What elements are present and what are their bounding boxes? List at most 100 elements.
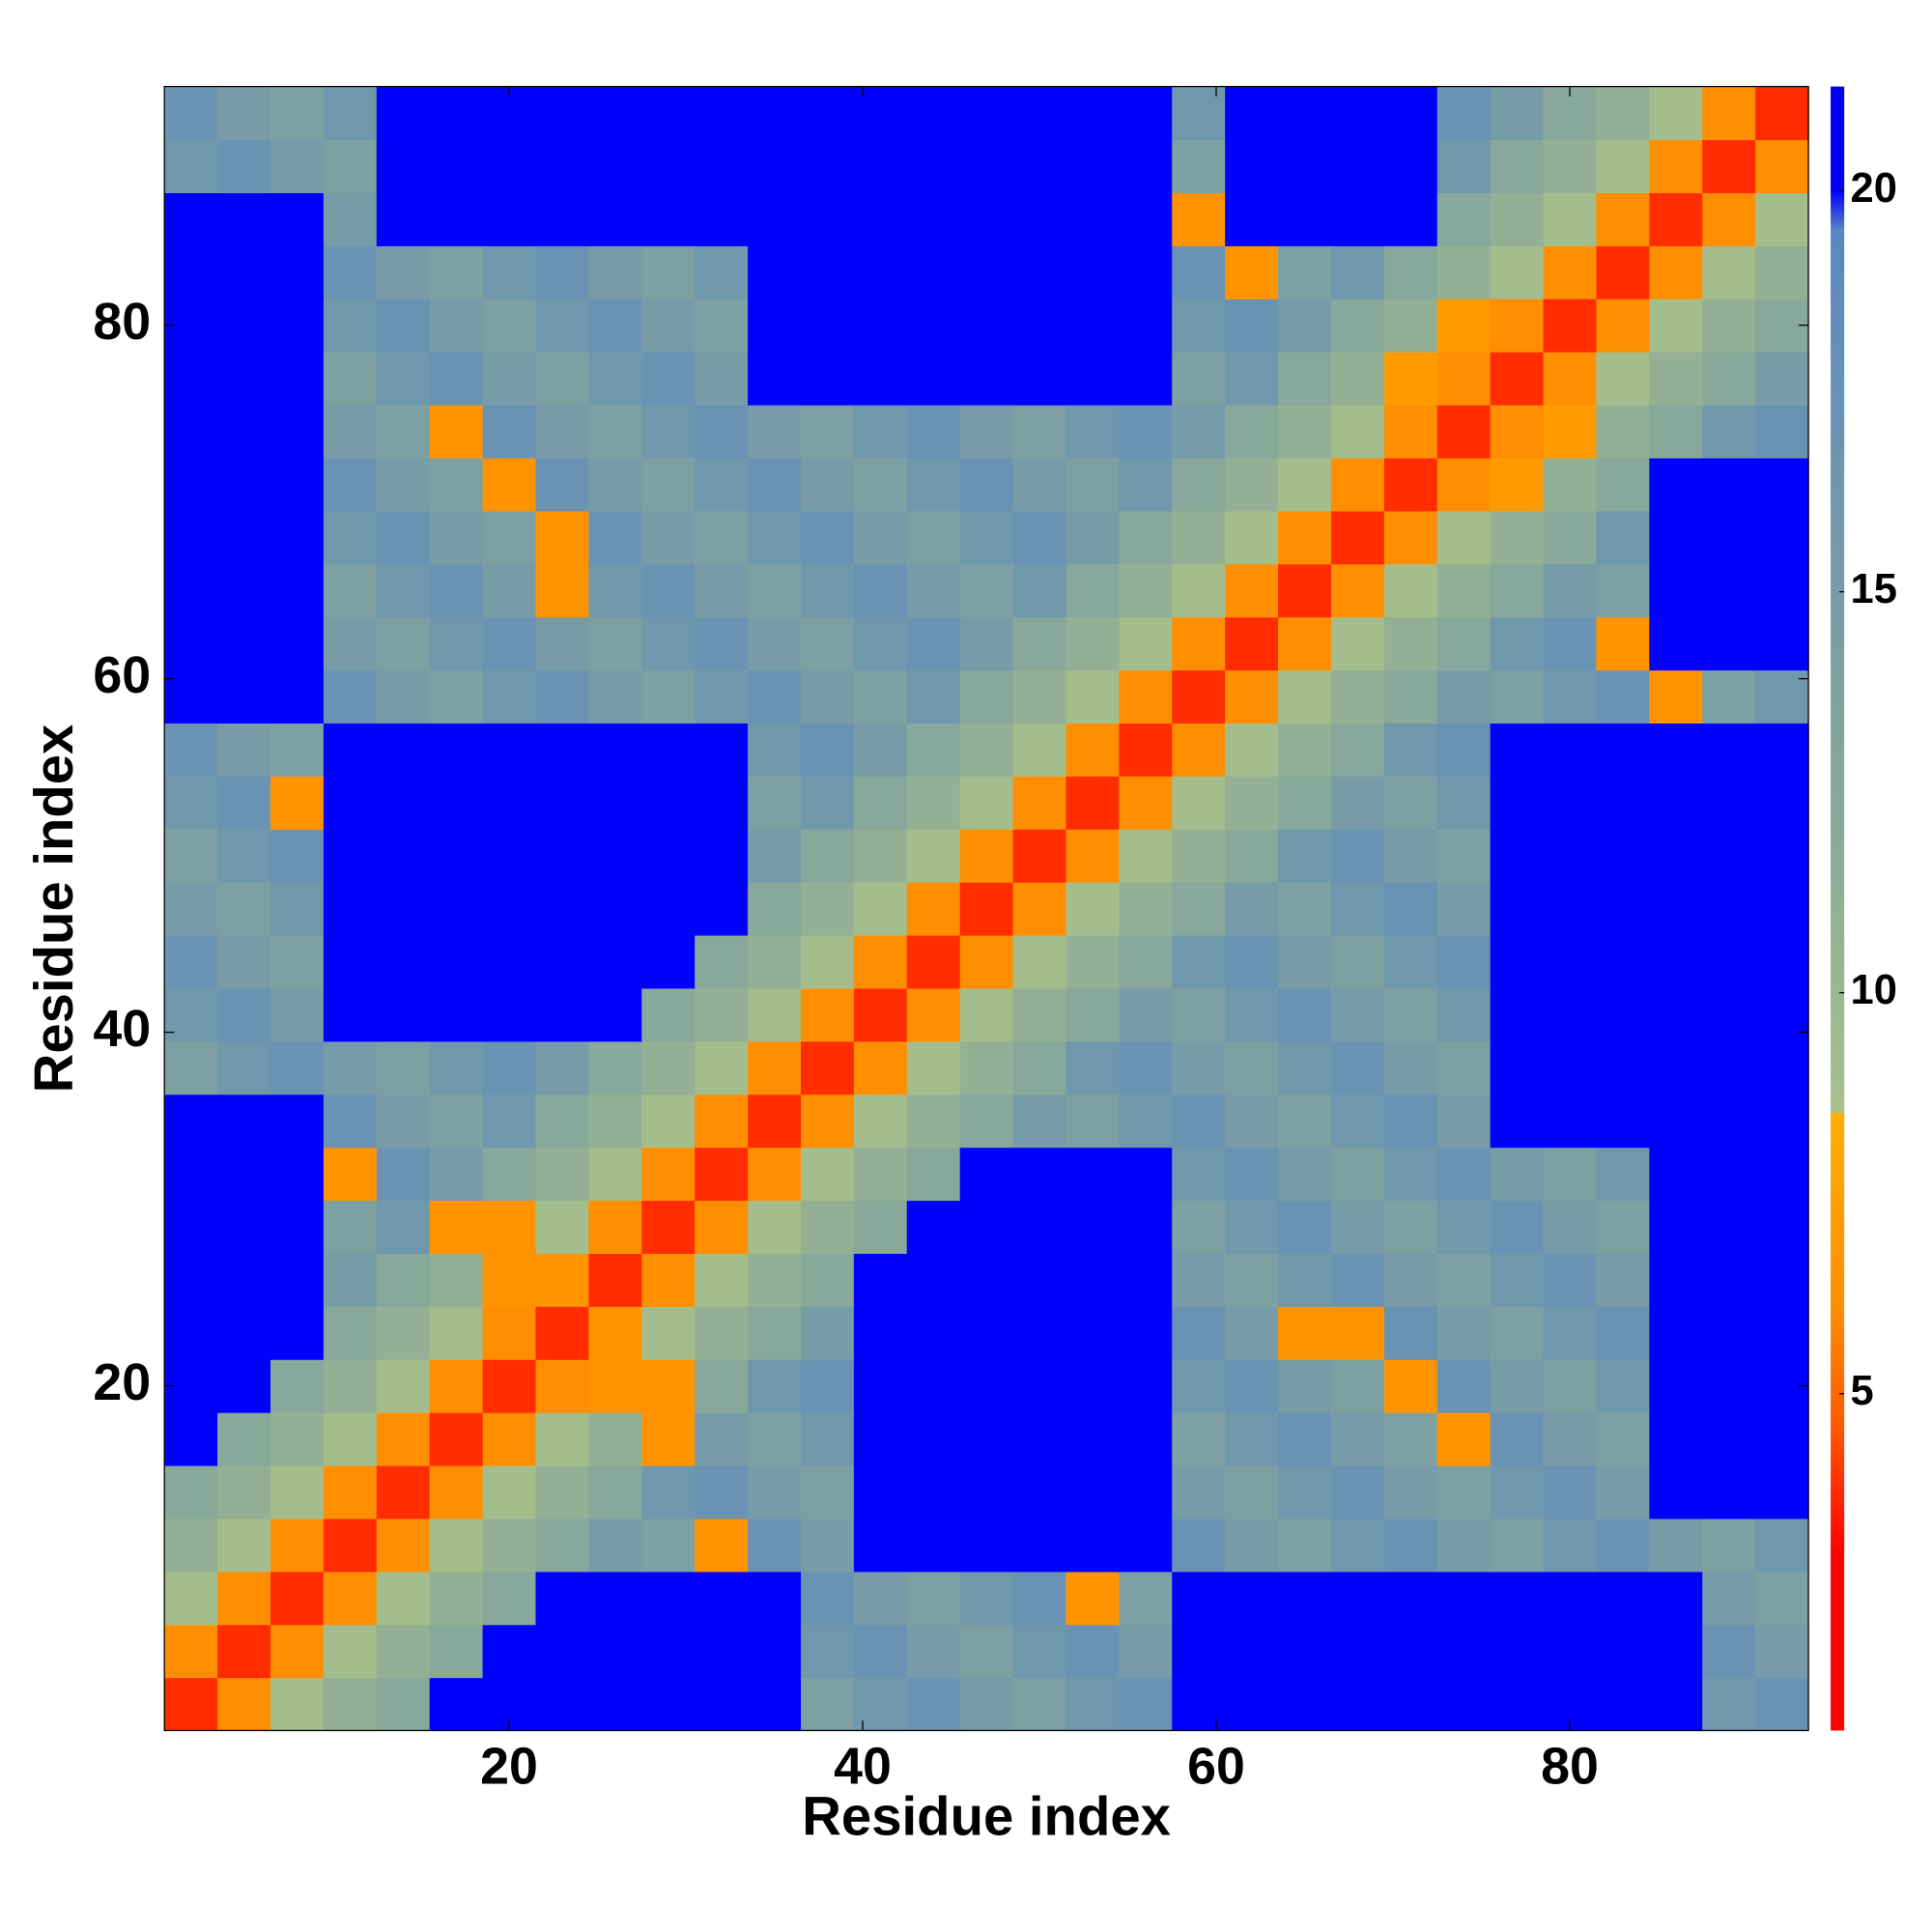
heatmap-cell [270, 139, 325, 194]
heatmap-cell [323, 987, 378, 1042]
heatmap-cell [535, 1147, 590, 1202]
heatmap-cell [535, 1464, 590, 1520]
heatmap-cell [1596, 616, 1650, 671]
heatmap-cell [1596, 1624, 1650, 1679]
heatmap-cell [1278, 86, 1332, 141]
heatmap-cell [1702, 1306, 1756, 1360]
heatmap-cell [853, 1306, 908, 1360]
heatmap-cell [1596, 192, 1650, 246]
heatmap-cell [1649, 669, 1703, 724]
heatmap-cell [376, 510, 431, 565]
heatmap-cell [748, 1094, 802, 1149]
heatmap-cell [588, 723, 642, 777]
heatmap-cell [800, 510, 855, 565]
heatmap-cell [1490, 1306, 1545, 1360]
heatmap-cell [1702, 934, 1756, 989]
heatmap-cell [1119, 298, 1173, 353]
heatmap-cell [800, 404, 855, 459]
heatmap-cell [1065, 1624, 1120, 1679]
heatmap-cell [1649, 1518, 1703, 1573]
heatmap-cell [1330, 139, 1385, 194]
heatmap-cell [535, 987, 590, 1042]
heatmap-cell [1330, 1094, 1385, 1149]
heatmap-cell [748, 1253, 802, 1307]
heatmap-cell [1702, 987, 1756, 1042]
heatmap-cell [588, 404, 642, 459]
heatmap-cell [1383, 1253, 1438, 1307]
heatmap-cell [1065, 1094, 1120, 1149]
heatmap-cell [1543, 1412, 1598, 1466]
heatmap-cell [1278, 1359, 1332, 1413]
heatmap-cell [1383, 669, 1438, 724]
heatmap-cell [853, 1677, 908, 1732]
heatmap-cell [1225, 829, 1279, 883]
heatmap-cell [1702, 404, 1756, 459]
heatmap-cell [1065, 404, 1120, 459]
heatmap-cell [1596, 723, 1650, 777]
heatmap-cell [641, 86, 696, 141]
heatmap-cell [535, 563, 590, 618]
heatmap-cell [429, 1624, 484, 1679]
heatmap-cell [217, 829, 271, 883]
heatmap-cell [270, 723, 325, 777]
heatmap-cell [1119, 1677, 1173, 1732]
heatmap-cell [1172, 1253, 1226, 1307]
heatmap-cell [641, 1464, 696, 1520]
heatmap-cell [959, 616, 1014, 671]
heatmap-cell [1383, 987, 1438, 1042]
heatmap-cell [1330, 1253, 1385, 1307]
heatmap-cell [429, 404, 484, 459]
heatmap-cell [164, 776, 218, 830]
heatmap-cell [1649, 776, 1703, 830]
heatmap-cell [800, 1253, 855, 1307]
y-tick-label: 60 [93, 646, 151, 704]
heatmap-cell [1119, 1200, 1173, 1254]
heatmap-cell [695, 1464, 749, 1520]
heatmap-cell [376, 1359, 431, 1413]
heatmap-cell [376, 1253, 431, 1307]
heatmap-cell [853, 404, 908, 459]
heatmap-cell [906, 882, 961, 936]
heatmap-cell [217, 1464, 271, 1520]
heatmap-cell [429, 1040, 484, 1095]
heatmap-cell [641, 245, 696, 299]
heatmap-cell [588, 616, 642, 671]
heatmap-cell [641, 1412, 696, 1466]
heatmap-cell [1119, 245, 1173, 299]
heatmap-cell [270, 457, 325, 512]
heatmap-cell [1596, 1147, 1650, 1202]
heatmap-cell [217, 1412, 271, 1466]
heatmap-cell [641, 987, 696, 1042]
heatmap-cell [1490, 1677, 1545, 1732]
heatmap-cell [1330, 298, 1385, 353]
heatmap-cell [748, 298, 802, 353]
heatmap-cell [1278, 404, 1332, 459]
heatmap-cell [748, 139, 802, 194]
heatmap-cell [482, 987, 537, 1042]
heatmap-cell [853, 669, 908, 724]
heatmap-cell [1383, 776, 1438, 830]
heatmap-cell [1436, 1571, 1492, 1626]
heatmap-cell [1755, 1412, 1809, 1466]
heatmap-cell [588, 776, 642, 830]
heatmap-cell [270, 987, 325, 1042]
heatmap-cell [164, 616, 218, 671]
heatmap-cell [270, 563, 325, 618]
heatmap-cell [748, 776, 802, 830]
x-axis-label: Residue index [802, 1786, 1171, 1847]
heatmap-cell [1543, 139, 1598, 194]
heatmap-cell [641, 1677, 696, 1732]
heatmap-cell [1012, 139, 1067, 194]
heatmap-cell [1065, 139, 1120, 194]
heatmap-cell [1755, 86, 1809, 141]
heatmap-cell [695, 1253, 749, 1307]
heatmap-cell [906, 510, 961, 565]
heatmap-cell [1278, 829, 1332, 883]
heatmap-cell [800, 1412, 855, 1466]
heatmap-cell [1543, 1253, 1598, 1307]
heatmap-cell [906, 829, 961, 883]
heatmap-cell [1065, 776, 1120, 830]
heatmap-cell [800, 987, 855, 1042]
heatmap-cell [641, 139, 696, 194]
heatmap-cell [1065, 1359, 1120, 1413]
